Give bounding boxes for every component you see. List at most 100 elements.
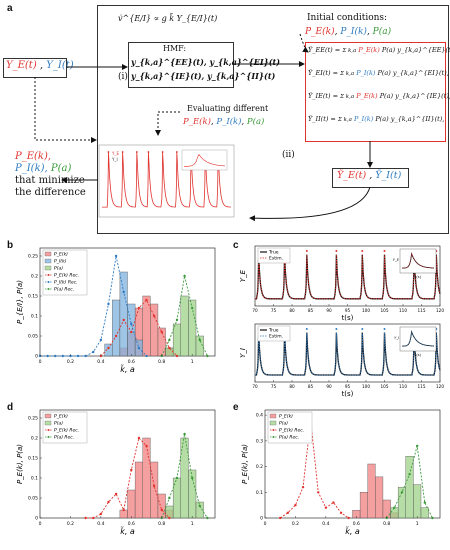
x-tick-label: 0.2 (67, 359, 74, 365)
mini-inset (181, 149, 228, 171)
reconstruction-point (107, 302, 110, 306)
x-tick-label: 0 (39, 359, 42, 365)
histogram-bar (390, 507, 399, 519)
histogram-bar (104, 343, 113, 357)
legend-label: P_E(k) (54, 414, 68, 420)
x-tick-label: 0.6 (128, 521, 135, 527)
result-box (332, 168, 409, 188)
x-tick-label: 1 (191, 521, 194, 527)
x-tick-label: 0.4 (97, 521, 104, 527)
reconstruction-point (198, 504, 201, 508)
histogram-bar (382, 499, 391, 519)
reconstruction-point (190, 476, 194, 480)
reconstruction-point (114, 334, 118, 338)
output-block: P_E(k), P_I(k), P(a) that minimize the d… (15, 151, 86, 199)
arrow-input-dashed (34, 77, 97, 143)
reconstruction-point (137, 436, 141, 440)
mini-peak (107, 151, 110, 153)
eval-pe: P_E(k) (183, 117, 211, 127)
evaluating-text: Evaluating different (187, 104, 269, 113)
initial-pi: P_I(k) (340, 27, 367, 37)
inset-y-label: Y_I (394, 336, 399, 340)
x-tick-label: 75 (271, 384, 277, 389)
x-axis-label: t(s) (342, 314, 354, 322)
y-axis-label: Y_E (239, 269, 247, 282)
reconstruction-point (286, 511, 290, 515)
x-tick-label: 0.2 (67, 521, 74, 527)
x-tick-label: 115 (418, 308, 426, 313)
legend-swatch (44, 420, 52, 426)
reconstruction-point (206, 354, 209, 358)
inset-estimated-trace (401, 330, 435, 347)
legend-label: P(a) Rec. (279, 435, 299, 441)
legend-label: P(a) (54, 421, 63, 427)
reconstruction-point (145, 354, 148, 358)
legend-marker (47, 429, 50, 431)
legend-label: P(a) Rec. (54, 435, 74, 441)
panel-b-chart: 0 0.2 0.4 0.6 0.8 1 0 0.05 0.1 0.15 0.2 0.25 k̃, a P_… (16, 247, 216, 374)
mini-legend-yi: Y_I (111, 157, 118, 162)
x-tick-label: 0.2 (292, 521, 299, 527)
output-pa: P(a) (50, 163, 72, 174)
mini-peak (161, 151, 164, 153)
eq-sum: Σ k,a (342, 48, 357, 54)
inset-estimated-trace (401, 252, 435, 269)
legend-box (42, 249, 88, 296)
y-tick-label: 0.05 (28, 334, 38, 340)
x-tick-label: 85 (308, 308, 314, 313)
histogram-bar (195, 335, 204, 357)
x-tick-label: 105 (381, 308, 389, 313)
y-tick-label: 0.1 (31, 314, 38, 320)
legend-marker (272, 429, 275, 431)
reconstruction-point (423, 501, 426, 504)
label-ii: (ii) (282, 150, 295, 160)
equations-box (305, 42, 446, 142)
reconstruction-point (183, 432, 186, 436)
reconstruction-point (175, 354, 179, 358)
reconstruction-point (339, 511, 343, 515)
y-tick-label: 0.1 (256, 490, 263, 496)
x-tick-label: 95 (345, 384, 351, 389)
inset-x-label: t(s) (415, 275, 422, 279)
histogram-bar (119, 509, 128, 519)
legend-marker (47, 436, 50, 438)
histogram-bar (420, 507, 429, 519)
histogram-bar (119, 271, 128, 357)
panel-d-chart: 0 0.2 0.4 0.6 0.8 1 0 0.05 0.1 0.15 0.2 0.25 k̃, a P_… (16, 409, 216, 536)
histogram-bar (375, 476, 384, 519)
x-tick-label: 95 (345, 308, 351, 313)
peak-marker (305, 250, 308, 252)
legend-label: P(a) Rec. (54, 287, 74, 293)
x-tick-label: 80 (289, 384, 295, 389)
inset-y-label: Y_E (393, 258, 400, 262)
reconstruction-point (92, 516, 95, 520)
reconstruction-point (114, 492, 118, 496)
legend-swatch (44, 413, 52, 419)
mini-peak (147, 151, 150, 153)
eq-lhs: Ỹ_EI(t) = (308, 69, 339, 77)
hmf-line1: y_{k,a}^{EE}(t), y_{k,a}^{EI}(t) (131, 57, 281, 67)
x-tick-label: 70 (252, 384, 258, 389)
histogram-bar (359, 492, 368, 519)
legend-label: P_E(k) Rec. (54, 273, 79, 279)
hmf-title: HMF: (163, 44, 187, 53)
y-axis-label: P_E(k), P(a) (241, 444, 249, 484)
reconstruction-point (114, 254, 118, 258)
eq-p1: P_I(k) (354, 115, 374, 123)
reconstruction-point (160, 330, 163, 334)
reconstruction-point (137, 346, 141, 350)
output-pi: P_I(k), (15, 163, 48, 174)
initial-title: Initial conditions: (307, 13, 388, 23)
hmf-line2: y_{k,a}^{IE}(t), y_{k,a}^{II}(t) (131, 71, 276, 81)
inset-x-label: t(s) (415, 353, 422, 357)
x-tick-label: 0.8 (383, 521, 390, 527)
result-yi: Ỹ_I(t) (375, 170, 402, 181)
eq-rest: P(a) y_{k,a}^{EI}(t), (377, 69, 449, 77)
reconstruction-point (206, 516, 209, 520)
legend-marker (272, 436, 275, 438)
legend-label: P_I(k) (54, 259, 67, 265)
reconstruction-line (85, 437, 170, 519)
histogram-bar (413, 484, 422, 519)
peak-marker (305, 328, 308, 330)
histogram-bar (150, 461, 159, 519)
